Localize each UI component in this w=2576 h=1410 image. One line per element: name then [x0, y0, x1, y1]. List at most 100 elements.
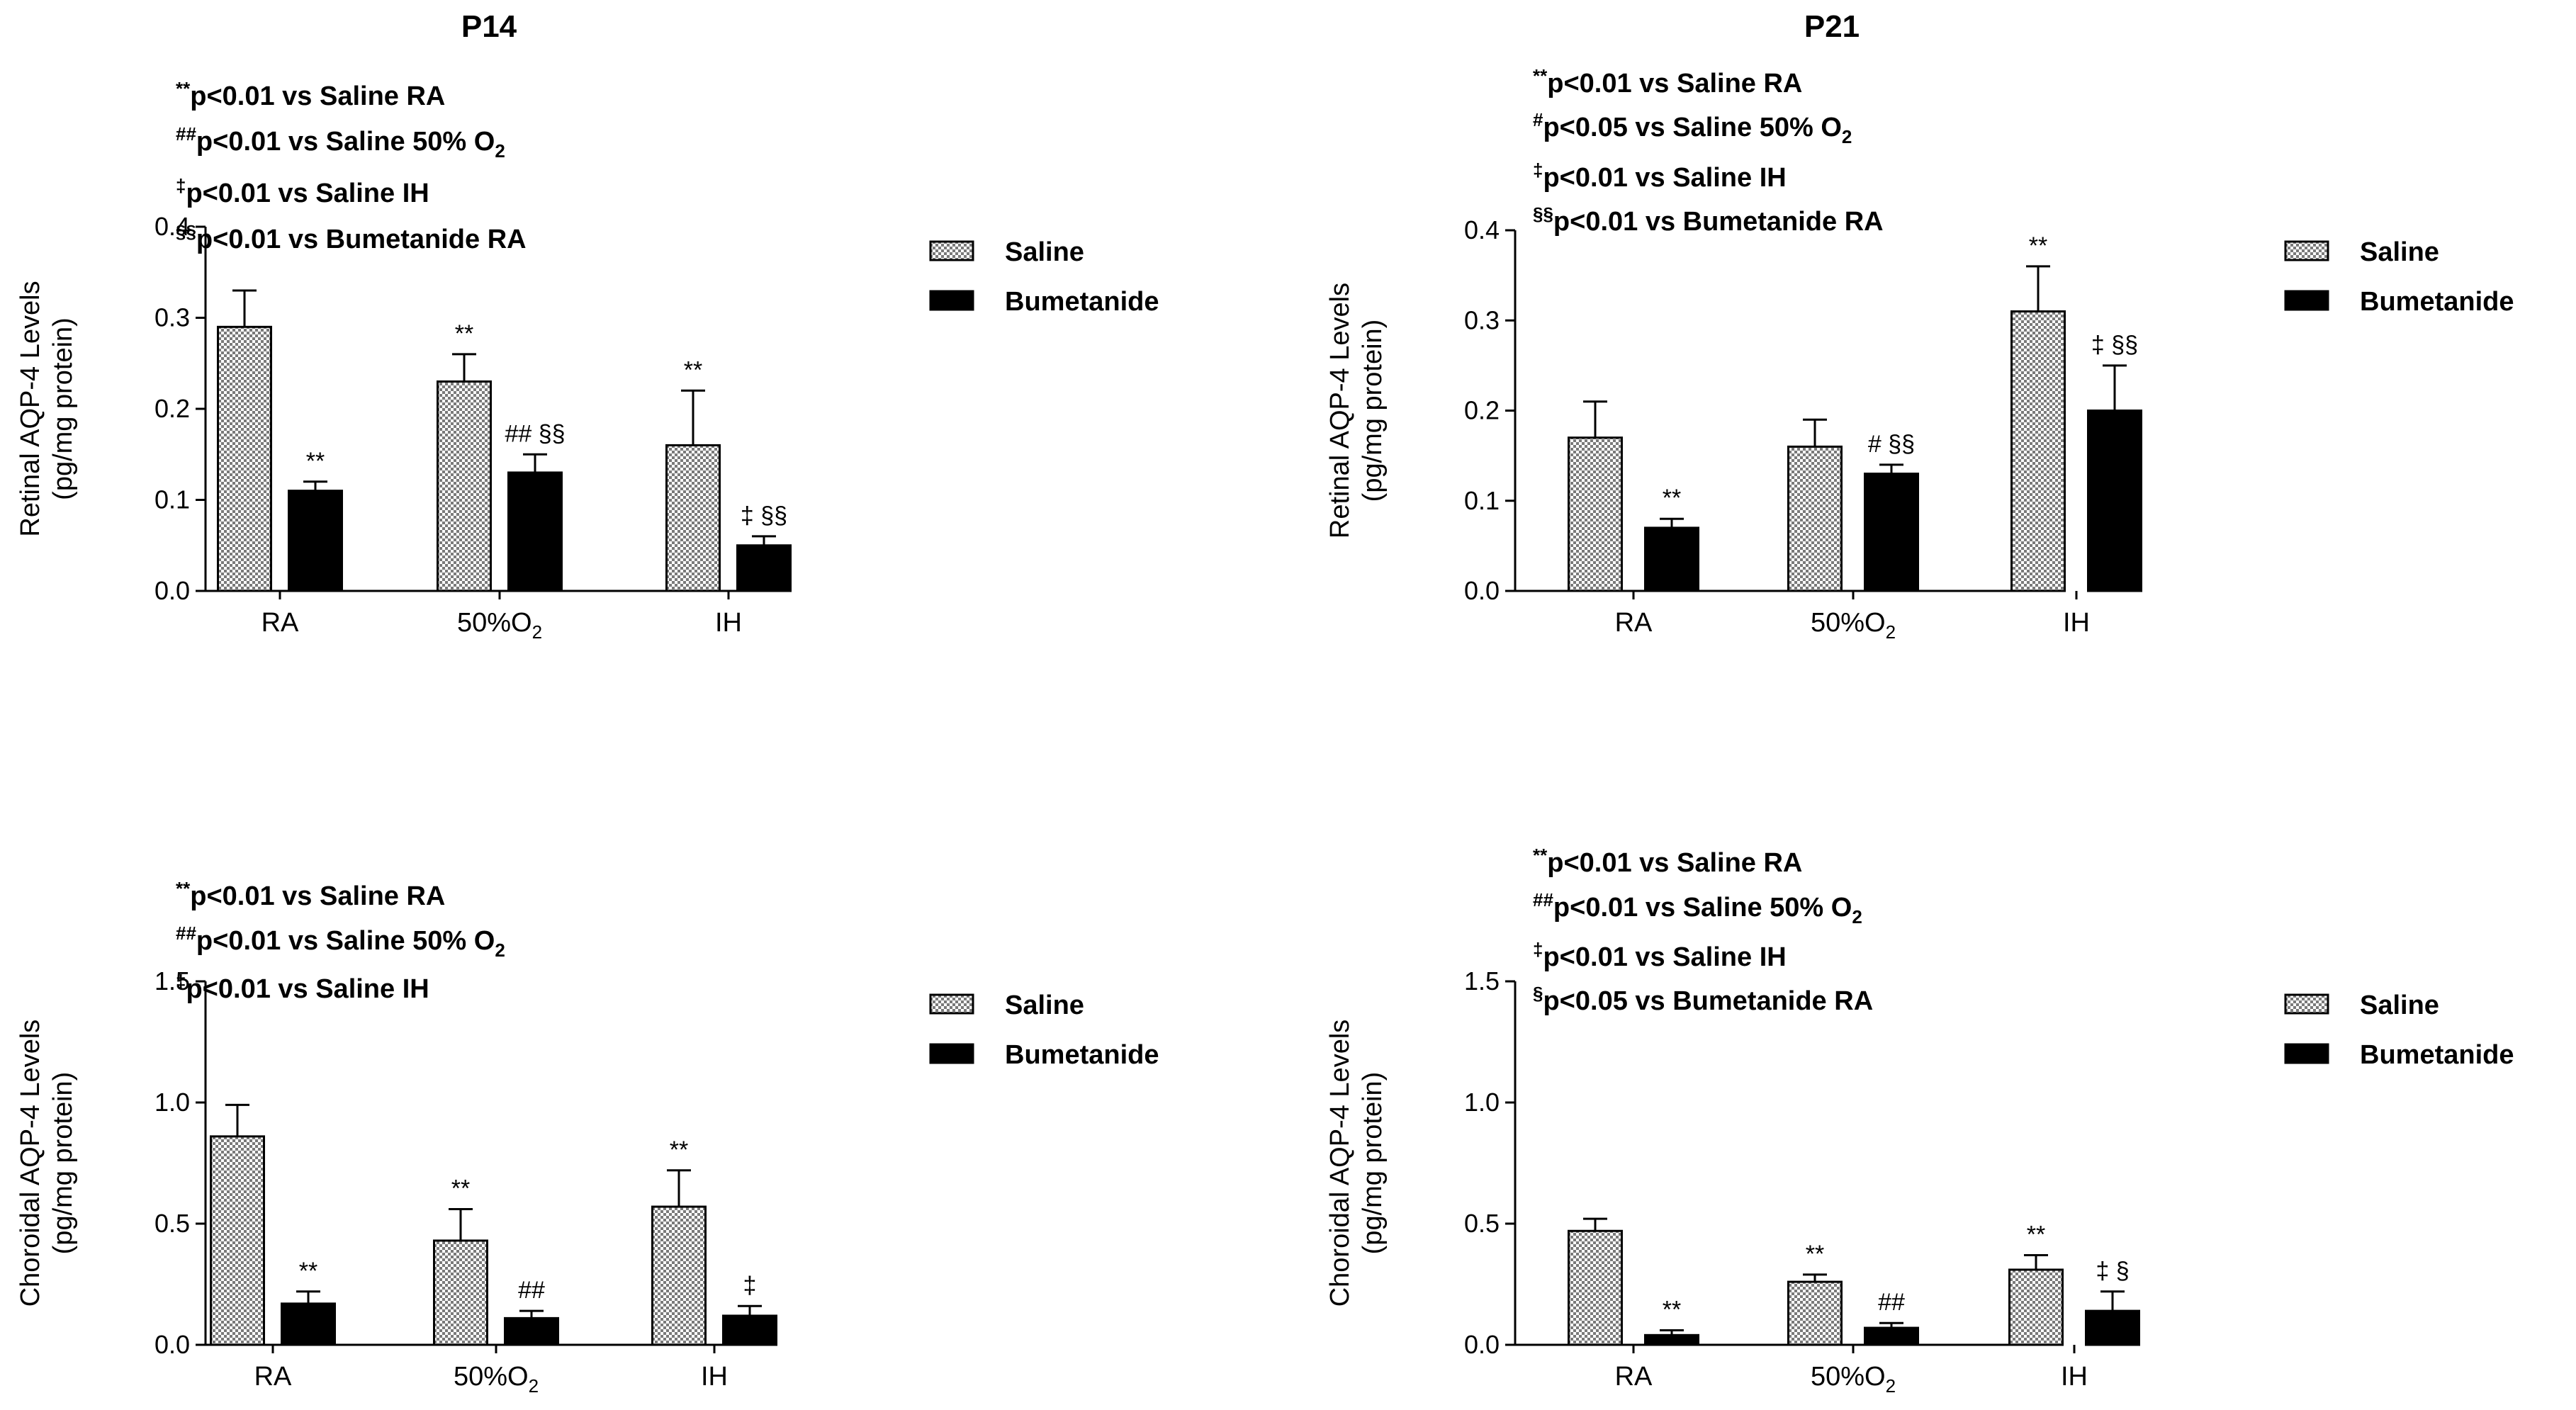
significance-note: ##p<0.01 vs Saline 50% O2 [176, 923, 505, 961]
note-text: p<0.01 vs Saline RA [1547, 848, 1802, 878]
significance-note: #p<0.05 vs Saline 50% O2 [1533, 109, 1852, 147]
note-superscript: ‡ [1533, 159, 1543, 181]
chart-panel-3: **p<0.01 vs Saline RA##p<0.01 vs Saline … [16, 878, 1159, 1397]
x-tick-label: IH [2063, 608, 2090, 638]
significance-note: **p<0.01 vs Saline RA [1533, 845, 1802, 878]
y-axis-label-line1: Choroidal AQP-4 Levels [16, 1020, 45, 1307]
error-bar [1879, 1321, 1903, 1329]
legend-label-bumetanide: Bumetanide [1005, 287, 1159, 317]
saline-bar [651, 1205, 707, 1346]
y-tick-label: 0.0 [154, 576, 190, 605]
note-text: p<0.01 vs Saline IH [186, 974, 429, 1004]
saline-bar [1787, 1280, 1843, 1346]
y-tick-label: 0.5 [1464, 1209, 1500, 1238]
saline-bar [437, 380, 492, 592]
x-tick-label: IH [715, 608, 742, 638]
y-axis-label: Choroidal AQP-4 Levels (pg/mg protein) [16, 1020, 78, 1307]
bumetanide-bar [1644, 526, 1699, 592]
significance-marker: ** [451, 1175, 470, 1202]
x-tick-label: IH [2061, 1362, 2088, 1392]
note-superscript: § [1533, 983, 1543, 1004]
bumetanide-bar [504, 1316, 559, 1346]
significance-note: **p<0.01 vs Saline RA [1533, 65, 1802, 98]
x-tick-label-base: RA [1615, 608, 1653, 638]
note-text: p<0.05 vs Bumetanide RA [1543, 986, 1873, 1016]
bumetanide-bar [1864, 1326, 1919, 1346]
legend-swatch-saline [2284, 993, 2329, 1015]
note-subscript: 2 [495, 940, 505, 961]
x-tick-label-subscript: 2 [1886, 1375, 1896, 1397]
x-tick-label-base: 50%O [1811, 608, 1886, 638]
bumetanide-bar [288, 490, 343, 592]
legend-label-saline: Saline [2360, 991, 2439, 1020]
error-bar [1660, 1329, 1684, 1336]
error-bar [452, 353, 476, 382]
significance-note: §§p<0.01 vs Bumetanide RA [1533, 203, 1884, 237]
error-bar [519, 1309, 544, 1319]
y-tick-label: 0.2 [1464, 396, 1500, 425]
error-bar [681, 389, 705, 446]
y-axis-label-line2: (pg/mg protein) [48, 1072, 78, 1255]
x-tick-label: 50%O2 [457, 608, 542, 643]
significance-note: ‡p<0.01 vs Saline IH [176, 175, 429, 208]
note-superscript: ‡ [1533, 939, 1543, 960]
significance-marker: ** [684, 356, 702, 383]
significance-note: **p<0.01 vs Saline RA [176, 78, 445, 111]
note-superscript: ** [176, 878, 191, 899]
y-tick-label: 0.1 [1464, 486, 1500, 515]
significance-marker: ‡ §§ [741, 502, 787, 529]
y-tick-label: 0.4 [1464, 215, 1500, 244]
error-bar [752, 535, 776, 546]
error-bar [1583, 400, 1607, 438]
y-tick-label: 0.0 [154, 1330, 190, 1359]
error-bar [225, 1103, 249, 1137]
error-bar [1803, 418, 1827, 447]
y-tick-label: 0.3 [154, 303, 190, 332]
note-text: p<0.01 vs Saline IH [1543, 942, 1786, 972]
legend-swatch-bumetanide [929, 290, 974, 311]
x-tick-label-base: IH [715, 608, 742, 638]
x-tick-label-subscript: 2 [532, 621, 542, 643]
error-bar [296, 1290, 320, 1304]
significance-marker: ‡ § [2096, 1258, 2129, 1285]
significance-marker: # §§ [1868, 431, 1915, 458]
y-tick-label: 1.0 [1464, 1088, 1500, 1117]
note-superscript: ‡ [176, 971, 186, 992]
significance-marker: ‡ §§ [2091, 332, 2138, 359]
y-tick-label: 0.3 [1464, 305, 1500, 334]
saline-bar [665, 444, 721, 592]
saline-bar [210, 1135, 265, 1346]
x-tick-label: IH [701, 1362, 728, 1392]
error-bar [303, 480, 327, 491]
chart-panel-2: P21**p<0.01 vs Saline RA#p<0.05 vs Salin… [1325, 9, 2514, 643]
y-tick-label: 0.0 [1464, 576, 1500, 605]
significance-note: ‡p<0.01 vs Saline IH [1533, 159, 1787, 193]
note-text: p<0.01 vs Bumetanide RA [196, 225, 527, 254]
note-text: p<0.01 vs Saline RA [190, 881, 445, 911]
note-subscript: 2 [1852, 906, 1862, 927]
x-tick-label-base: RA [254, 1362, 292, 1392]
significance-note: ‡p<0.01 vs Saline IH [176, 971, 429, 1004]
x-tick-label: 50%O2 [454, 1362, 539, 1397]
note-text: p<0.01 vs Saline 50% O [196, 926, 495, 956]
saline-bar [1568, 1229, 1623, 1346]
legend-label-saline: Saline [1005, 991, 1084, 1020]
bumetanide-bar [2085, 1309, 2140, 1346]
x-tick-label-base: 50%O [457, 608, 532, 638]
error-bar [449, 1207, 473, 1241]
note-superscript: ** [176, 78, 191, 99]
legend-swatch-bumetanide [2284, 1043, 2329, 1064]
error-bar [523, 453, 547, 473]
significance-note: **p<0.01 vs Saline RA [176, 878, 445, 911]
chart-panel-4: **p<0.01 vs Saline RA ## p<0.01 vs Saline … [1325, 845, 2514, 1397]
y-axis-label: Retinal AQP-4 Levels (pg/mg protein) [1325, 283, 1388, 538]
note-superscript: §§ [1533, 203, 1553, 225]
note-text: p<0.01 vs Saline 50% O [196, 127, 495, 157]
x-tick-label-subscript: 2 [529, 1375, 539, 1397]
saline-bar [433, 1239, 488, 1346]
significance-marker: ## [1878, 1289, 1905, 1316]
significance-note: §§p<0.01 vs Bumetanide RA [176, 221, 527, 254]
significance-note: ##p<0.01 vs Saline 50% O2 [176, 123, 505, 162]
note-text: p<0.01 vs Saline IH [1543, 163, 1786, 193]
significance-marker: ** [299, 1258, 317, 1285]
